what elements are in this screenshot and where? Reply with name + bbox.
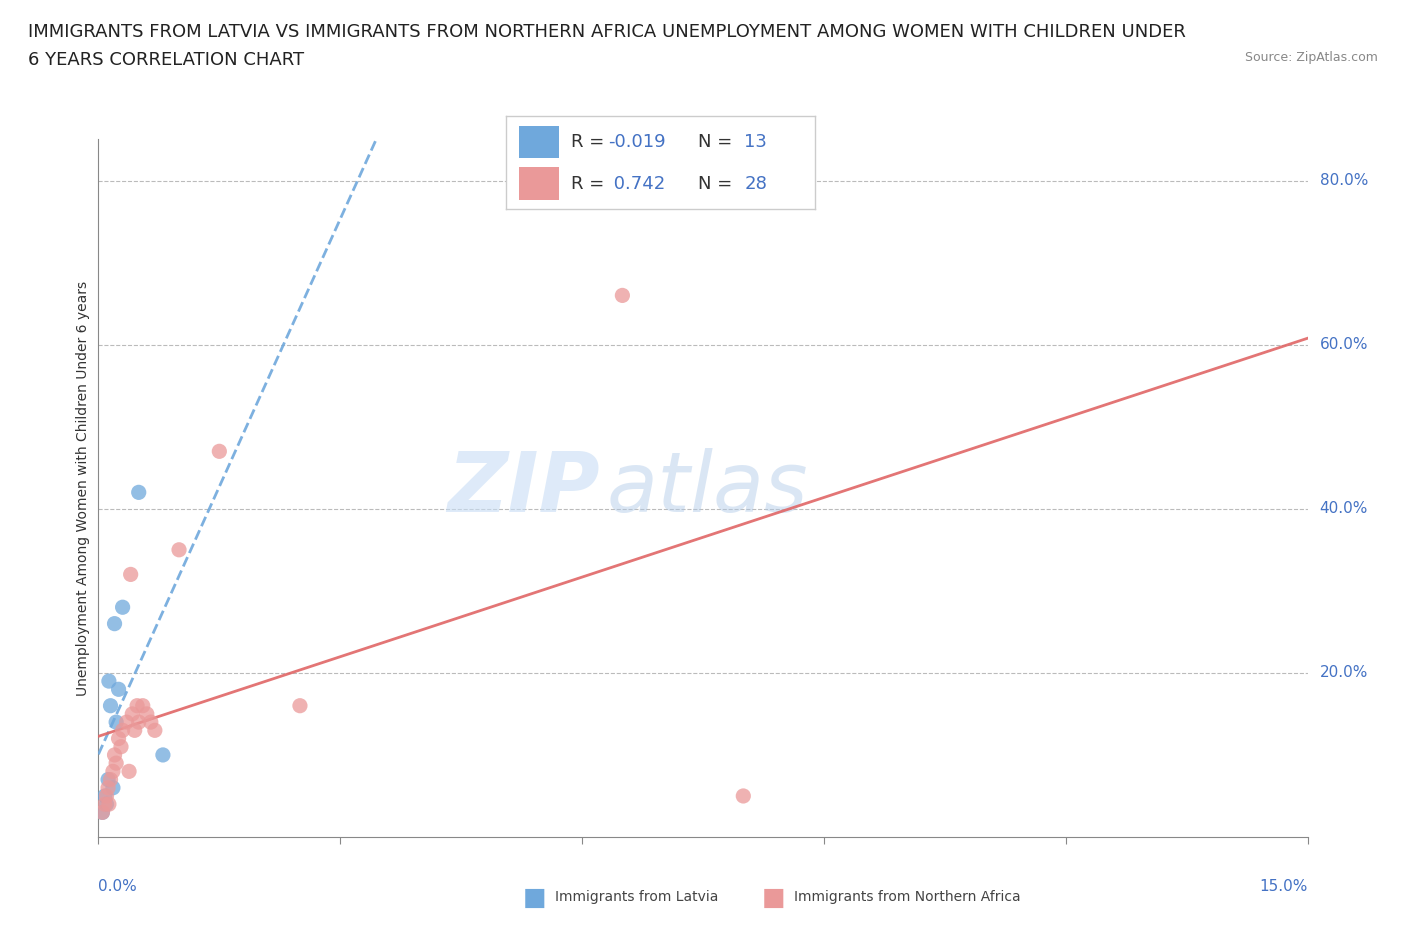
Point <box>121 707 143 722</box>
Text: Source: ZipAtlas.com: Source: ZipAtlas.com <box>1244 51 1378 64</box>
Point <box>103 748 125 763</box>
Text: 28: 28 <box>744 175 768 193</box>
Text: 80.0%: 80.0% <box>1320 173 1368 188</box>
Point <box>100 772 122 787</box>
Y-axis label: Unemployment Among Women with Children Under 6 years: Unemployment Among Women with Children U… <box>76 281 90 696</box>
Point <box>733 789 755 804</box>
Point <box>128 714 150 729</box>
Text: -0.019: -0.019 <box>609 133 666 151</box>
Bar <box>519 167 558 200</box>
Text: atlas: atlas <box>606 447 808 529</box>
Text: 20.0%: 20.0% <box>1320 665 1368 681</box>
Text: ■: ■ <box>762 885 785 910</box>
Point <box>152 748 174 763</box>
Text: ZIP: ZIP <box>447 447 600 529</box>
Point <box>118 764 141 778</box>
Point <box>97 797 120 812</box>
Point <box>105 756 128 771</box>
Text: N =: N = <box>697 175 738 193</box>
Point <box>132 698 155 713</box>
Point <box>103 617 125 631</box>
Point <box>100 698 122 713</box>
Text: R =: R = <box>571 175 610 193</box>
Point <box>143 723 166 737</box>
Point <box>111 723 134 737</box>
Point <box>96 789 118 804</box>
Point <box>97 673 120 688</box>
Point <box>101 764 124 778</box>
Point <box>167 542 190 557</box>
Point <box>208 444 231 458</box>
Point <box>127 698 149 713</box>
Text: 0.0%: 0.0% <box>98 879 138 894</box>
Point <box>110 739 132 754</box>
Bar <box>519 126 558 158</box>
Point <box>124 723 146 737</box>
Point <box>94 797 117 812</box>
Point <box>107 682 129 697</box>
Text: N =: N = <box>697 133 738 151</box>
Point <box>101 780 124 795</box>
Text: ■: ■ <box>523 885 546 910</box>
Point <box>288 698 311 713</box>
Point <box>94 789 117 804</box>
Text: 60.0%: 60.0% <box>1320 338 1368 352</box>
Text: 6 YEARS CORRELATION CHART: 6 YEARS CORRELATION CHART <box>28 51 304 69</box>
Point <box>115 714 138 729</box>
Point <box>612 288 634 303</box>
Point <box>128 485 150 499</box>
Point <box>120 567 142 582</box>
Point <box>135 707 157 722</box>
Text: R =: R = <box>571 133 610 151</box>
Text: 15.0%: 15.0% <box>1260 879 1308 894</box>
Text: Immigrants from Latvia: Immigrants from Latvia <box>555 890 718 905</box>
Text: Immigrants from Northern Africa: Immigrants from Northern Africa <box>794 890 1021 905</box>
Point <box>111 600 134 615</box>
Text: 40.0%: 40.0% <box>1320 501 1368 516</box>
Point <box>105 714 128 729</box>
Point <box>91 805 114 820</box>
Point <box>96 797 118 812</box>
Point <box>91 805 114 820</box>
Text: 0.742: 0.742 <box>609 175 665 193</box>
Point <box>139 714 162 729</box>
Text: 13: 13 <box>744 133 768 151</box>
Point <box>107 731 129 746</box>
Point <box>97 772 120 787</box>
Text: IMMIGRANTS FROM LATVIA VS IMMIGRANTS FROM NORTHERN AFRICA UNEMPLOYMENT AMONG WOM: IMMIGRANTS FROM LATVIA VS IMMIGRANTS FRO… <box>28 23 1187 41</box>
Point <box>97 780 120 795</box>
